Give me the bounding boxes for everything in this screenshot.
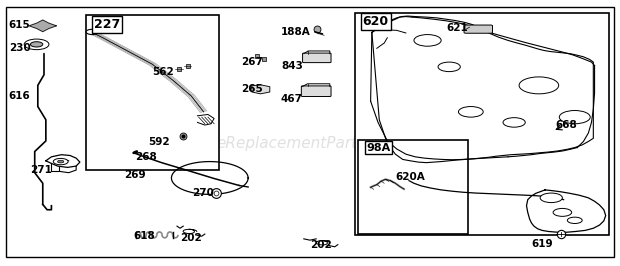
Text: 621: 621 bbox=[446, 23, 468, 34]
Text: 98A: 98A bbox=[366, 143, 391, 153]
Circle shape bbox=[519, 77, 559, 94]
Text: 620A: 620A bbox=[396, 172, 425, 182]
Text: 188A: 188A bbox=[281, 27, 311, 38]
Text: 267: 267 bbox=[241, 57, 263, 66]
Circle shape bbox=[458, 107, 483, 117]
Text: 615: 615 bbox=[9, 19, 30, 30]
Polygon shape bbox=[29, 20, 56, 32]
Bar bbox=[86, 15, 219, 170]
Text: 230: 230 bbox=[9, 43, 30, 53]
Text: 271: 271 bbox=[30, 165, 52, 175]
Text: 843: 843 bbox=[281, 61, 303, 70]
Circle shape bbox=[559, 110, 590, 124]
Text: 202: 202 bbox=[180, 232, 202, 243]
Circle shape bbox=[553, 209, 572, 216]
FancyBboxPatch shape bbox=[464, 25, 492, 33]
Text: 467: 467 bbox=[281, 94, 303, 103]
Text: 620: 620 bbox=[363, 15, 389, 28]
Text: 227: 227 bbox=[94, 18, 120, 31]
Circle shape bbox=[438, 62, 460, 72]
Circle shape bbox=[30, 42, 43, 47]
Text: eReplacementParts.com: eReplacementParts.com bbox=[216, 136, 404, 151]
Polygon shape bbox=[252, 85, 270, 94]
Circle shape bbox=[540, 193, 562, 203]
Text: 202: 202 bbox=[310, 240, 332, 251]
Circle shape bbox=[414, 35, 441, 46]
Text: 562: 562 bbox=[153, 67, 174, 77]
Bar bbox=[358, 140, 468, 234]
Circle shape bbox=[86, 29, 99, 35]
Text: 265: 265 bbox=[241, 84, 262, 94]
Text: 668: 668 bbox=[555, 120, 577, 130]
Circle shape bbox=[53, 158, 68, 165]
Text: 592: 592 bbox=[148, 137, 169, 147]
Circle shape bbox=[503, 118, 525, 127]
Text: 268: 268 bbox=[136, 152, 157, 162]
Text: 616: 616 bbox=[9, 91, 30, 101]
Circle shape bbox=[24, 39, 49, 50]
Bar bbox=[355, 13, 609, 235]
Text: 619: 619 bbox=[531, 239, 553, 249]
Circle shape bbox=[58, 160, 64, 163]
Text: 269: 269 bbox=[125, 170, 146, 180]
Circle shape bbox=[567, 217, 582, 223]
Text: 270: 270 bbox=[192, 188, 215, 198]
FancyBboxPatch shape bbox=[301, 86, 331, 97]
FancyBboxPatch shape bbox=[303, 53, 331, 63]
Text: 618: 618 bbox=[134, 231, 156, 241]
